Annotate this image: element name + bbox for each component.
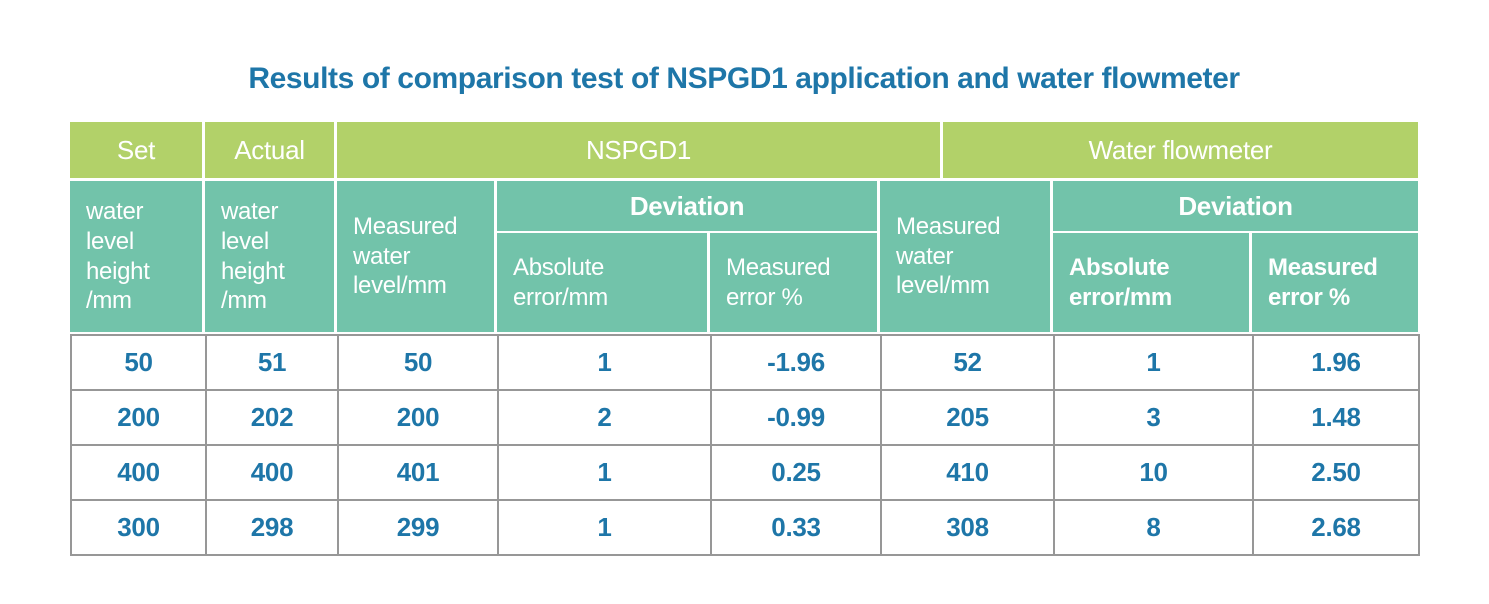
nspgd1-deviation-group: Deviation Absolute error/mm Measured err… bbox=[497, 181, 880, 332]
subheader-actual-unit: water level height /mm bbox=[205, 181, 337, 332]
table-row: 200 202 200 2 -0.99 205 3 1.48 bbox=[70, 389, 1420, 446]
table-cell: 202 bbox=[205, 389, 339, 446]
header-nspgd1: NSPGD1 bbox=[337, 122, 943, 178]
header-set: Set bbox=[70, 122, 205, 178]
table-cell: 1.48 bbox=[1252, 389, 1420, 446]
subheader-nspgd1-absolute-error: Absolute error/mm bbox=[497, 233, 710, 332]
table-cell: 308 bbox=[880, 499, 1055, 556]
comparison-table: Set Actual NSPGD1 Water flowmeter water … bbox=[70, 122, 1420, 556]
nspgd1-deviation-subrow: Absolute error/mm Measured error % bbox=[497, 233, 877, 332]
table-cell: 400 bbox=[70, 444, 207, 501]
header-divider bbox=[70, 178, 1418, 181]
table-cell: 300 bbox=[70, 499, 207, 556]
table-cell: -0.99 bbox=[710, 389, 882, 446]
subheader-nspgd1-measured: Measured water level/mm bbox=[337, 181, 497, 332]
table-cell: 1.96 bbox=[1252, 334, 1420, 391]
table-cell: 299 bbox=[337, 499, 499, 556]
table-cell: 1 bbox=[497, 499, 712, 556]
table-cell: -1.96 bbox=[710, 334, 882, 391]
table-cell: 3 bbox=[1053, 389, 1254, 446]
table-cell: 1 bbox=[497, 444, 712, 501]
header-row-sub: water level height /mm water level heigh… bbox=[70, 181, 1418, 332]
table-cell: 52 bbox=[880, 334, 1055, 391]
table-cell: 51 bbox=[205, 334, 339, 391]
table-cell: 2 bbox=[497, 389, 712, 446]
table-cell: 2.50 bbox=[1252, 444, 1420, 501]
table-cell: 0.25 bbox=[710, 444, 882, 501]
header-water-flowmeter: Water flowmeter bbox=[943, 122, 1418, 178]
table-cell: 10 bbox=[1053, 444, 1254, 501]
subheader-flowmeter-absolute-error: Absolute error/mm bbox=[1053, 233, 1252, 332]
table-cell: 200 bbox=[337, 389, 499, 446]
table-cell: 2.68 bbox=[1252, 499, 1420, 556]
table-cell: 400 bbox=[205, 444, 339, 501]
subheader-nspgd1-measured-error: Measured error % bbox=[726, 253, 831, 311]
header-actual: Actual bbox=[205, 122, 337, 178]
flowmeter-deviation-group: Deviation Absolute error/mm Measured err… bbox=[1053, 181, 1418, 332]
table-cell: 50 bbox=[337, 334, 499, 391]
table-row: 400 400 401 1 0.25 410 10 2.50 bbox=[70, 444, 1420, 501]
table-cell: 200 bbox=[70, 389, 207, 446]
deviation-divider bbox=[1053, 231, 1418, 233]
header-row-top: Set Actual NSPGD1 Water flowmeter bbox=[70, 122, 1418, 178]
data-grid: 50 51 50 1 -1.96 52 1 1.96 200 202 200 2… bbox=[70, 334, 1420, 556]
subheader-set-unit: water level height /mm bbox=[70, 181, 205, 332]
table-cell: 1 bbox=[1053, 334, 1254, 391]
nspgd1-deviation-label: Deviation bbox=[629, 190, 745, 221]
deviation-divider bbox=[497, 231, 877, 233]
table-cell: 1 bbox=[497, 334, 712, 391]
table-cell: 298 bbox=[205, 499, 339, 556]
flowmeter-deviation-label: Deviation bbox=[1178, 190, 1293, 221]
table-cell: 8 bbox=[1053, 499, 1254, 556]
subheader-flowmeter-measured: Measured water level/mm bbox=[880, 181, 1053, 332]
table-cell: 0.33 bbox=[710, 499, 882, 556]
table-row: 300 298 299 1 0.33 308 8 2.68 bbox=[70, 499, 1420, 556]
table-cell: 205 bbox=[880, 389, 1055, 446]
header-body-divider bbox=[70, 332, 1418, 334]
table-row: 50 51 50 1 -1.96 52 1 1.96 bbox=[70, 334, 1420, 391]
table-title: Results of comparison test of NSPGD1 app… bbox=[248, 62, 1240, 95]
table-cell: 410 bbox=[880, 444, 1055, 501]
table-cell: 401 bbox=[337, 444, 499, 501]
table-cell: 50 bbox=[70, 334, 207, 391]
flowmeter-deviation-subrow: Absolute error/mm Measured error % bbox=[1053, 233, 1418, 332]
subheader-flowmeter-measured-error: Measured error % bbox=[1268, 253, 1378, 311]
